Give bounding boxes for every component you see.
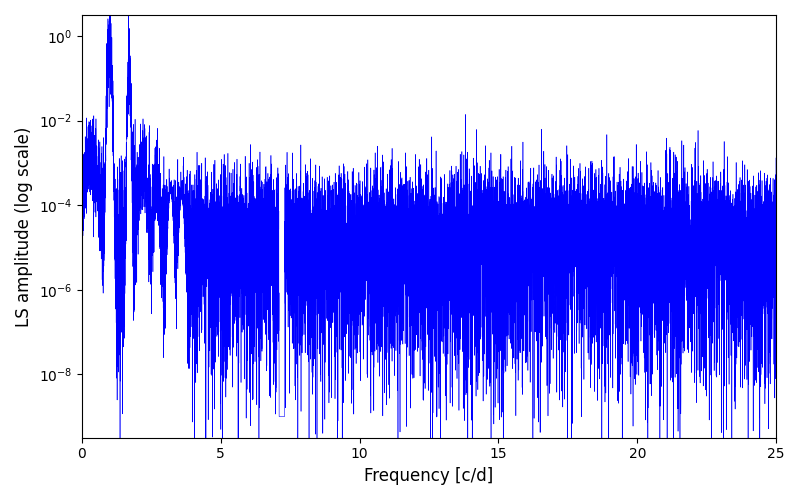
Y-axis label: LS amplitude (log scale): LS amplitude (log scale) <box>15 126 33 326</box>
X-axis label: Frequency [c/d]: Frequency [c/d] <box>364 467 494 485</box>
